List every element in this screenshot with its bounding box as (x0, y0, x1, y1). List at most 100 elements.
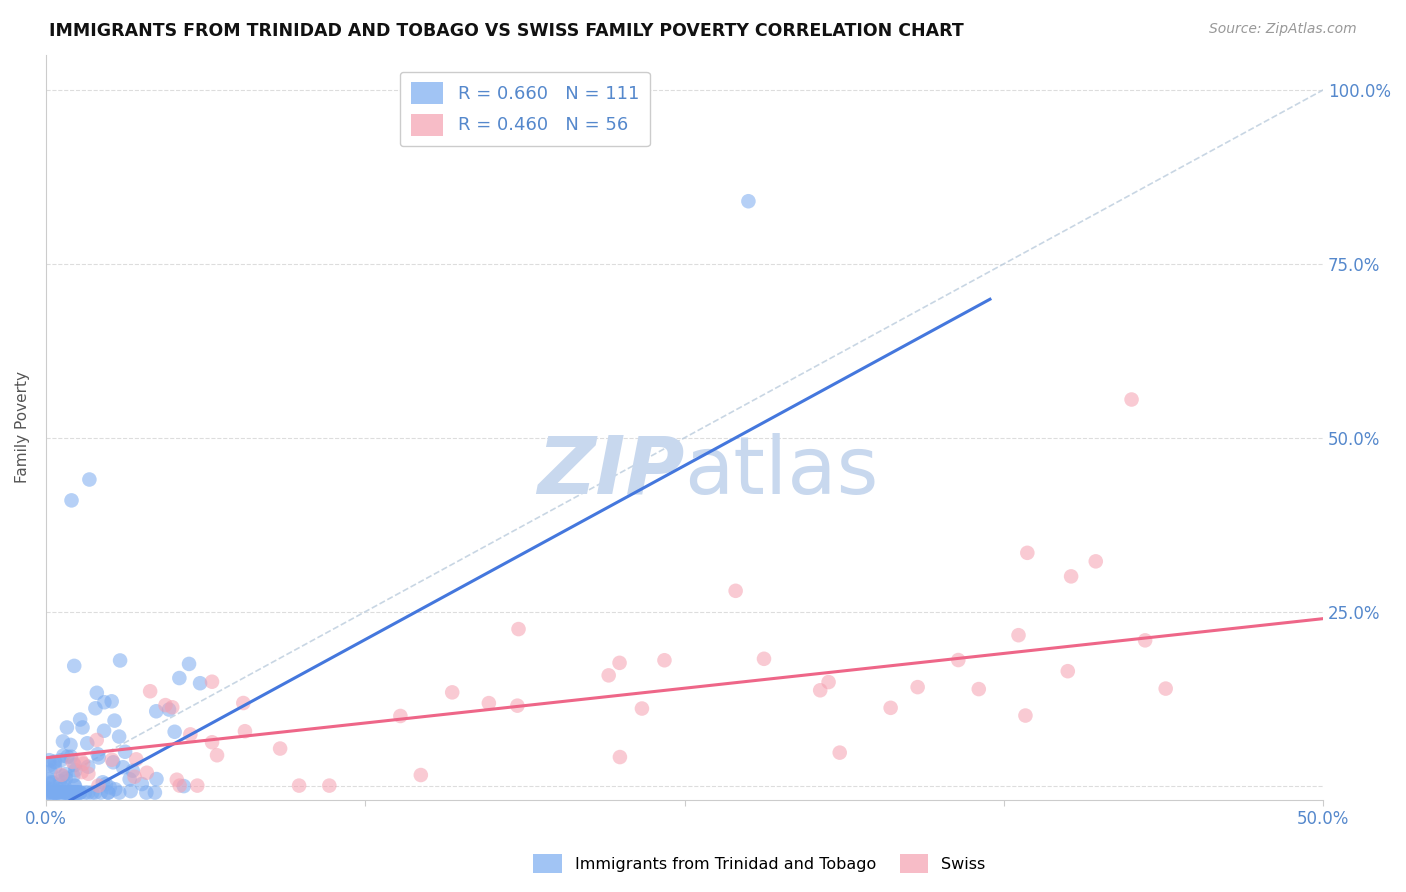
Point (233, 724, 256, 739)
Point (86, 686, 108, 700)
Point (77, 766, 100, 780)
Legend: Immigrants from Trinidad and Tobago, Swiss: Immigrants from Trinidad and Tobago, Swi… (527, 847, 991, 880)
Point (56, 786, 79, 800)
Point (38, 786, 60, 800)
Point (82, 786, 104, 800)
Point (59, 786, 82, 800)
Point (269, 741, 291, 756)
Point (87, 750, 110, 764)
Point (654, 653, 676, 667)
Point (44, 755, 66, 769)
Point (59, 738, 82, 752)
Point (201, 735, 224, 749)
Point (38, 753, 60, 767)
Point (38, 786, 60, 800)
Point (69, 713, 91, 727)
Point (155, 698, 177, 712)
Point (94, 777, 117, 791)
Point (108, 786, 131, 800)
Point (1056, 664, 1078, 678)
Point (53, 780, 76, 794)
Point (188, 676, 211, 690)
Point (131, 777, 153, 791)
Point (42, 786, 65, 800)
Point (288, 779, 311, 793)
Point (55, 767, 77, 781)
Point (752, 652, 775, 666)
Point (53, 786, 76, 800)
Point (179, 727, 201, 741)
Point (173, 779, 195, 793)
Point (125, 752, 148, 766)
Point (60, 493, 83, 508)
Point (38, 777, 60, 791)
Point (77, 786, 100, 800)
Point (62, 769, 84, 783)
Point (91, 775, 114, 789)
Point (62, 755, 84, 769)
Point (41, 775, 63, 789)
Point (55, 786, 77, 800)
Point (38, 786, 60, 800)
Legend: R = 0.660   N = 111, R = 0.460   N = 56: R = 0.660 N = 111, R = 0.460 N = 56 (399, 71, 650, 146)
Point (86, 733, 108, 747)
Point (1007, 628, 1029, 642)
Point (166, 772, 188, 787)
Point (508, 622, 530, 636)
Point (631, 701, 654, 715)
Point (60, 786, 83, 800)
Point (46, 786, 69, 800)
Point (111, 760, 134, 774)
Point (76, 736, 98, 750)
Point (609, 656, 631, 670)
Point (65, 786, 87, 800)
Point (90, 786, 112, 800)
Point (145, 772, 167, 786)
Point (77, 760, 100, 774)
Point (93, 695, 115, 709)
Point (69, 786, 91, 800)
Point (46, 782, 69, 797)
Point (163, 724, 186, 739)
Point (724, 583, 747, 598)
Point (1014, 708, 1036, 723)
Point (44, 786, 66, 800)
Point (108, 653, 131, 667)
Point (506, 698, 529, 713)
Point (84, 701, 107, 715)
Point (59, 786, 82, 800)
Point (143, 786, 166, 800)
Point (114, 745, 136, 759)
Point (38, 781, 60, 796)
Point (52, 734, 75, 748)
Point (104, 782, 127, 797)
Point (44, 760, 66, 774)
Point (169, 779, 191, 793)
Point (63, 758, 86, 772)
Point (63, 779, 86, 793)
Point (93, 723, 115, 738)
Text: ZIP: ZIP (537, 433, 685, 511)
Point (41, 786, 63, 800)
Point (51, 786, 73, 800)
Point (84, 786, 107, 800)
Point (46, 786, 69, 800)
Point (441, 685, 464, 699)
Point (879, 701, 901, 715)
Point (69, 786, 91, 800)
Point (157, 702, 180, 716)
Point (478, 696, 501, 710)
Point (66, 786, 89, 800)
Point (186, 779, 208, 793)
Point (205, 748, 228, 763)
Point (1121, 392, 1143, 407)
Point (45, 786, 67, 800)
Point (169, 671, 191, 685)
Point (135, 786, 157, 800)
Text: IMMIGRANTS FROM TRINIDAD AND TOBAGO VS SWISS FAMILY POVERTY CORRELATION CHART: IMMIGRANTS FROM TRINIDAD AND TOBAGO VS S… (49, 22, 965, 40)
Text: Source: ZipAtlas.com: Source: ZipAtlas.com (1209, 22, 1357, 37)
Point (49, 753, 72, 767)
Point (1154, 681, 1177, 696)
Point (49, 774, 72, 789)
Point (120, 784, 142, 798)
